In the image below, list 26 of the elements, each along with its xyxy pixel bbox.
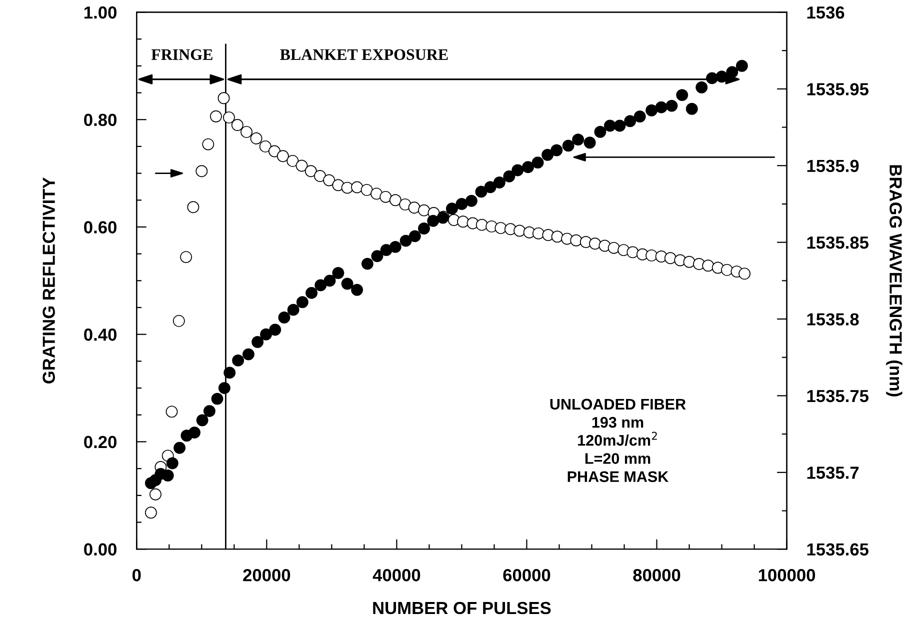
y2-tick-label: 1535.75 xyxy=(807,390,869,402)
y-axis-title: GRATING REFLECTIVITY xyxy=(42,177,55,384)
y-tick-label: 1.00 xyxy=(84,6,116,19)
annotation: BLANKET EXPOSURE xyxy=(280,49,448,60)
x-tick-label: 20000 xyxy=(243,569,290,582)
text: UNLOADED FIBER 193 nm 120mJ/cm$^{2}$ L=20 mm PHASE MASK xyxy=(550,398,686,482)
x-axis-title: NUMBER OF PULSES xyxy=(373,602,551,614)
y2-tick-label: 1535.65 xyxy=(807,543,869,556)
y-tick-label: 0.00 xyxy=(84,543,116,556)
x-tick-label: 80000 xyxy=(633,569,680,582)
x-tick-label: 100000 xyxy=(758,569,816,582)
y2-tick-label: 1535.9 xyxy=(807,160,859,172)
y-tick-label: 0.20 xyxy=(84,436,116,448)
y2-axis-title: BRAGG WAVELENGTH (nm) xyxy=(886,165,902,396)
x-tick-label: 0 xyxy=(132,569,141,582)
y2-tick-label: 1535.8 xyxy=(807,313,859,326)
x-tick-label: 40000 xyxy=(372,569,420,582)
x-tick-label: 60000 xyxy=(503,569,550,582)
y-tick-label: 0.40 xyxy=(84,328,116,341)
y2-tick-label: 1536 xyxy=(807,6,844,19)
y2-tick-label: 1535.85 xyxy=(807,236,869,249)
y-tick-label: 0.80 xyxy=(84,114,116,126)
annotation: FRINGE xyxy=(151,49,212,60)
y-tick-label: 0.60 xyxy=(84,221,116,234)
y2-tick-label: 1535.7 xyxy=(807,466,859,479)
y2-tick-label: 1535.95 xyxy=(807,83,869,96)
